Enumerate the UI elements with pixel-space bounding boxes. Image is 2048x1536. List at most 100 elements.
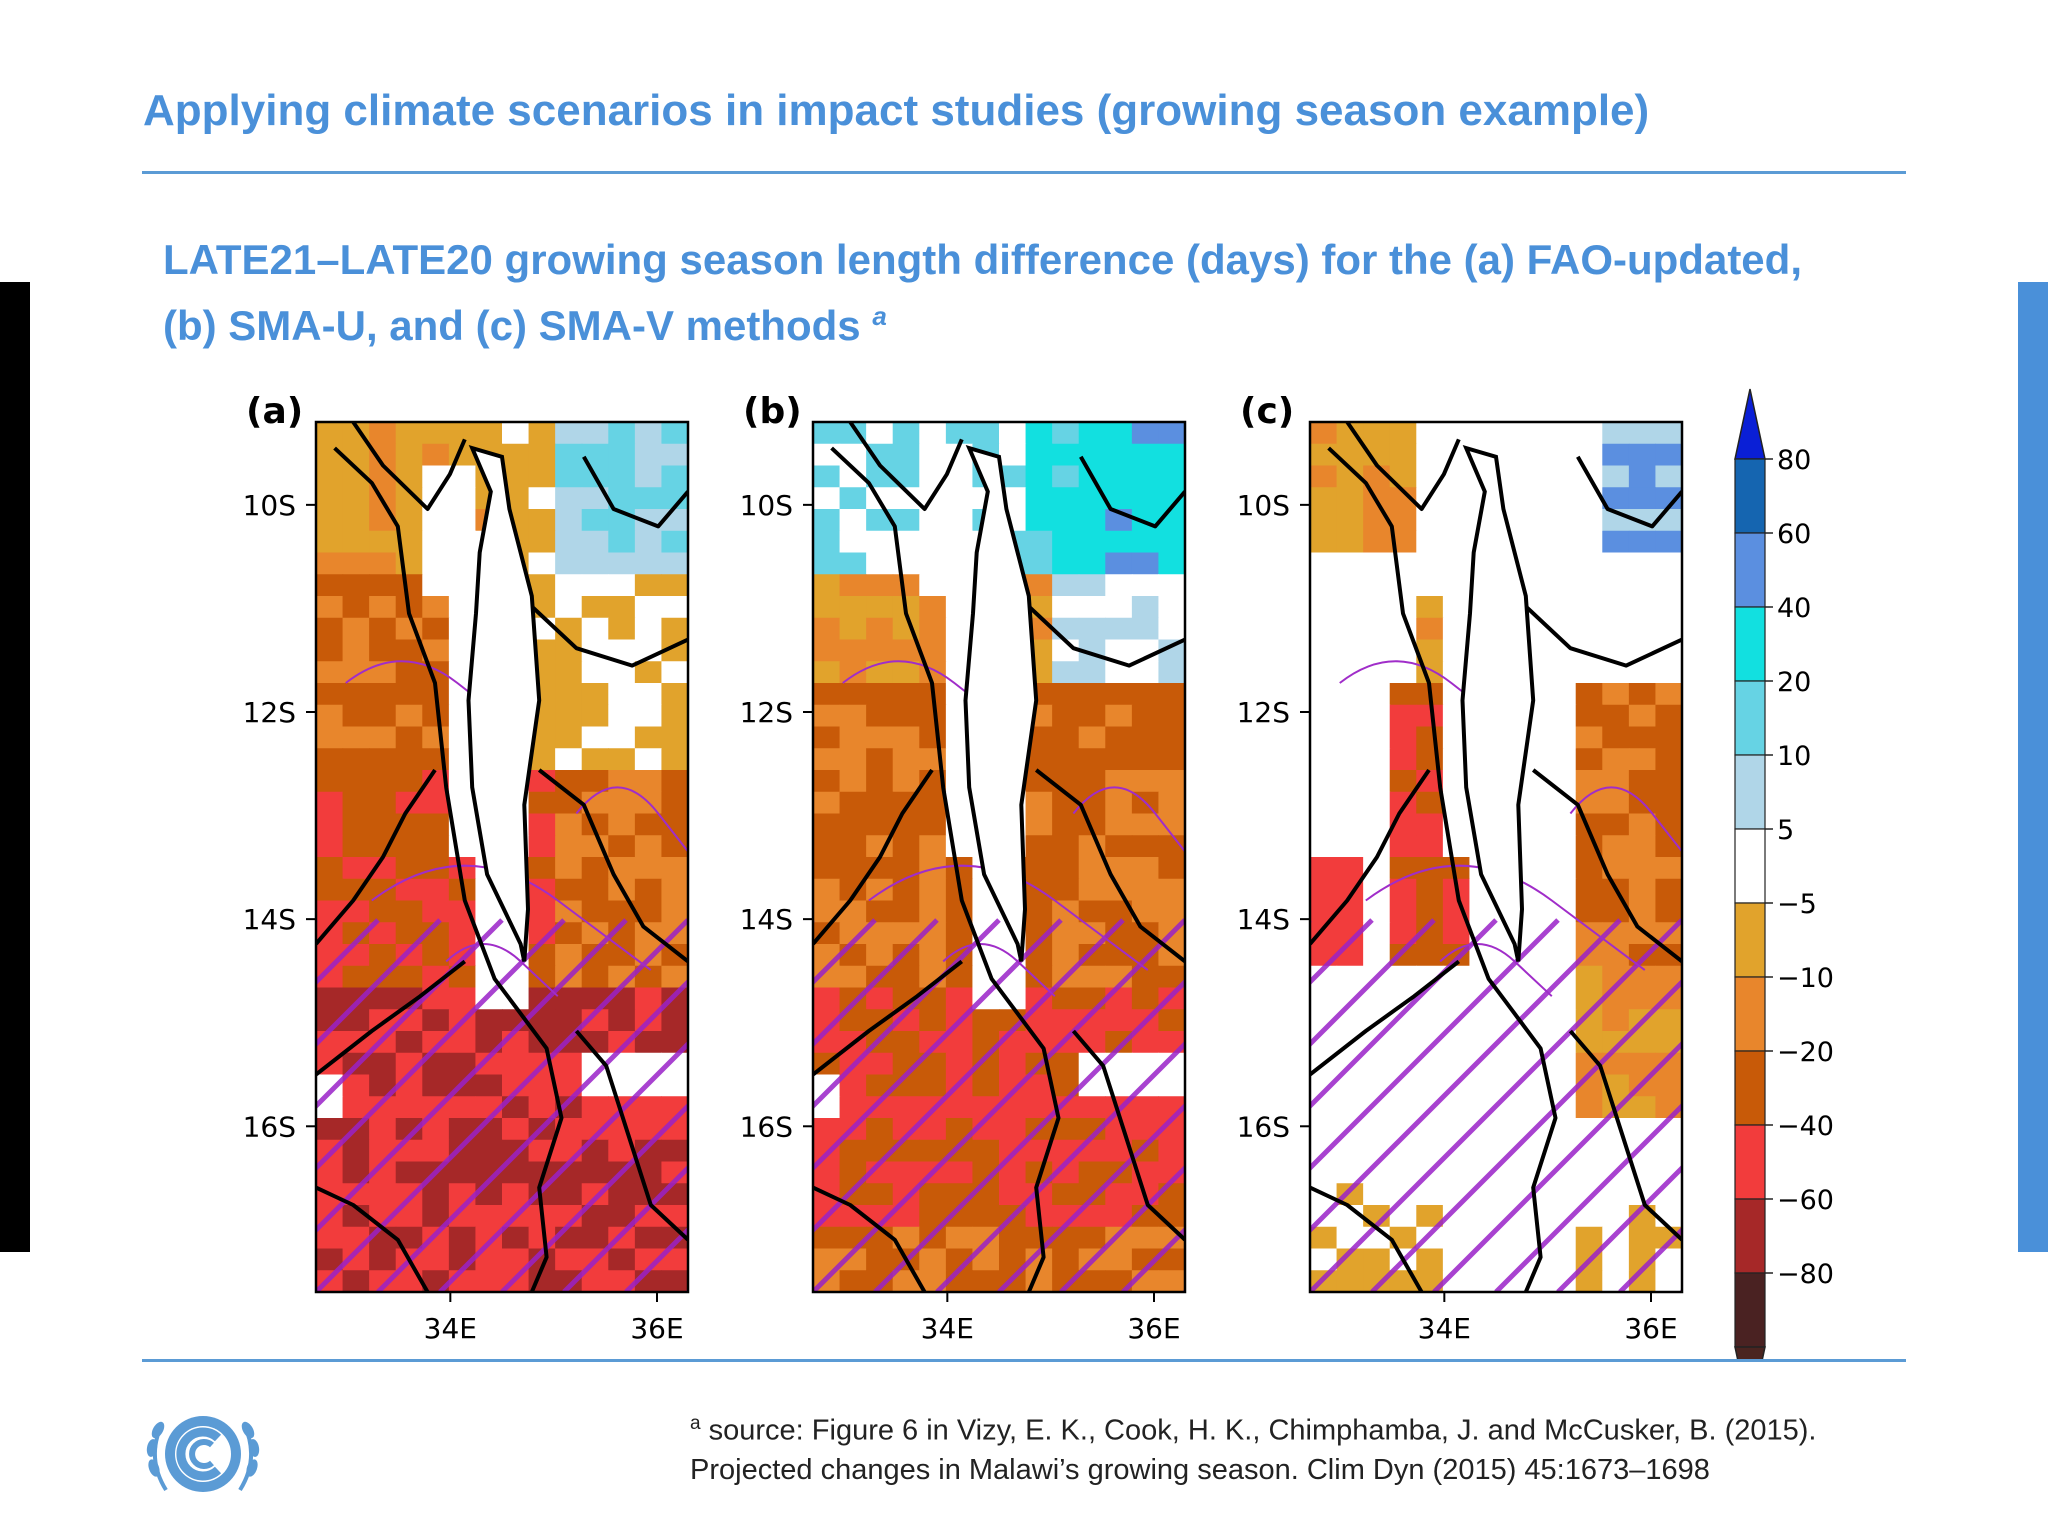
- heatmap-cell: [528, 1074, 556, 1097]
- heatmap-cell: [1131, 770, 1160, 793]
- heatmap-cell: [1416, 1248, 1444, 1271]
- heatmap-cell: [634, 1096, 663, 1119]
- heatmap-cell: [395, 1118, 423, 1141]
- heatmap-cell: [1522, 835, 1550, 858]
- heatmap-cell: [1575, 922, 1603, 945]
- heatmap-cell: [581, 574, 609, 597]
- heatmap-cell: [528, 574, 556, 597]
- heatmap-cell: [608, 574, 636, 597]
- heatmap-cell: [1575, 878, 1603, 902]
- heatmap-cell: [1442, 857, 1471, 880]
- heatmap-cell: [919, 639, 947, 662]
- heatmap-cell: [342, 1161, 370, 1184]
- heatmap-cell: [1052, 770, 1080, 793]
- heatmap-cell: [1363, 922, 1391, 945]
- heatmap-cell: [1442, 530, 1471, 554]
- heatmap-cell: [839, 704, 867, 728]
- heatmap-cell: [1131, 1139, 1160, 1163]
- heatmap-cell: [1158, 878, 1185, 902]
- heatmap-cell: [1336, 835, 1364, 858]
- heatmap-cell: [1052, 552, 1080, 575]
- heatmap-cell: [972, 1183, 1000, 1206]
- heatmap-cell: [945, 1226, 974, 1250]
- heatmap-cell: [316, 704, 344, 728]
- heatmap-cell: [1549, 574, 1577, 597]
- heatmap-cell: [1469, 1183, 1497, 1206]
- heatmap-cell: [555, 552, 583, 575]
- heatmap-cell: [1105, 1205, 1133, 1228]
- heatmap-cell: [839, 487, 867, 510]
- heatmap-cell: [581, 748, 609, 771]
- heatmap-cell: [1416, 530, 1444, 554]
- heatmap-cell: [1602, 791, 1630, 815]
- heatmap-cell: [316, 965, 344, 989]
- heatmap-cell: [422, 726, 450, 749]
- heatmap-cell: [1025, 1096, 1053, 1119]
- y-tick-label: 12S: [243, 696, 296, 729]
- heatmap-cell: [813, 487, 841, 510]
- heatmap-cell: [634, 487, 663, 510]
- heatmap-cell: [1363, 617, 1391, 641]
- heatmap-cell: [945, 922, 974, 945]
- heatmap-cell: [866, 813, 894, 836]
- border-line: [813, 959, 964, 1077]
- heatmap-cell: [1469, 1074, 1497, 1097]
- heatmap-cell: [945, 857, 974, 880]
- heatmap-cell: [1363, 944, 1391, 967]
- heatmap-cell: [316, 465, 344, 488]
- heatmap-cell: [866, 1270, 894, 1292]
- heatmap-cell: [1655, 1009, 1682, 1032]
- heatmap-cell: [892, 422, 920, 445]
- heatmap-cell: [1336, 487, 1364, 510]
- heatmap-cell: [1602, 422, 1630, 445]
- heatmap-cell: [1310, 574, 1338, 597]
- heatmap-cell: [369, 1248, 397, 1271]
- heatmap-cell: [945, 1096, 974, 1119]
- heatmap-cell: [448, 987, 477, 1010]
- panel-label: (a): [246, 391, 303, 432]
- heatmap-cell: [342, 770, 370, 793]
- colorbar-label: −40: [1777, 1111, 1834, 1142]
- heatmap-cell: [661, 639, 688, 662]
- heatmap-cell: [1131, 552, 1160, 575]
- heatmap-cell: [1105, 1031, 1133, 1054]
- heatmap-cell: [422, 574, 450, 597]
- heatmap-cell: [555, 1052, 583, 1076]
- heatmap-cell: [892, 1205, 920, 1228]
- heatmap-cell: [1131, 465, 1160, 488]
- heatmap-cell: [813, 1161, 841, 1184]
- heatmap-cell: [1628, 726, 1657, 749]
- heatmap-cell: [528, 422, 556, 445]
- heatmap-cell: [866, 1096, 894, 1119]
- border-line: [1079, 455, 1185, 529]
- heatmap-cell: [1389, 487, 1417, 510]
- heatmap-cell: [1522, 1248, 1550, 1271]
- heatmap-cell: [1575, 1205, 1603, 1228]
- heatmap-cell: [813, 617, 841, 641]
- heatmap-cell: [1549, 596, 1577, 619]
- heatmap-cell: [1442, 639, 1471, 662]
- y-tick-label: 14S: [243, 903, 296, 936]
- heatmap-cell: [813, 422, 841, 445]
- heatmap-cell: [999, 1052, 1027, 1076]
- heatmap-cell: [1310, 509, 1338, 532]
- heatmap-cell: [369, 596, 397, 619]
- heatmap-cell: [892, 683, 920, 706]
- heatmap-cell: [395, 639, 423, 662]
- heatmap-cell: [866, 596, 894, 619]
- heatmap-cell: [581, 1205, 609, 1228]
- heatmap-cell: [1522, 443, 1550, 467]
- heatmap-cell: [555, 1248, 583, 1271]
- heatmap-cell: [1078, 965, 1106, 989]
- heatmap-cell: [1522, 422, 1550, 445]
- heatmap-cell: [502, 1118, 530, 1141]
- heatmap-cell: [866, 857, 894, 880]
- heatmap-cell: [813, 726, 841, 749]
- heatmap-cell: [1078, 1270, 1106, 1292]
- heatmap-cell: [1131, 987, 1160, 1010]
- heatmap-cell: [555, 878, 583, 902]
- colorbar-label: −5: [1777, 889, 1817, 920]
- heatmap-cell: [1131, 661, 1160, 684]
- heatmap-cell: [1158, 639, 1185, 662]
- heatmap-cell: [581, 726, 609, 749]
